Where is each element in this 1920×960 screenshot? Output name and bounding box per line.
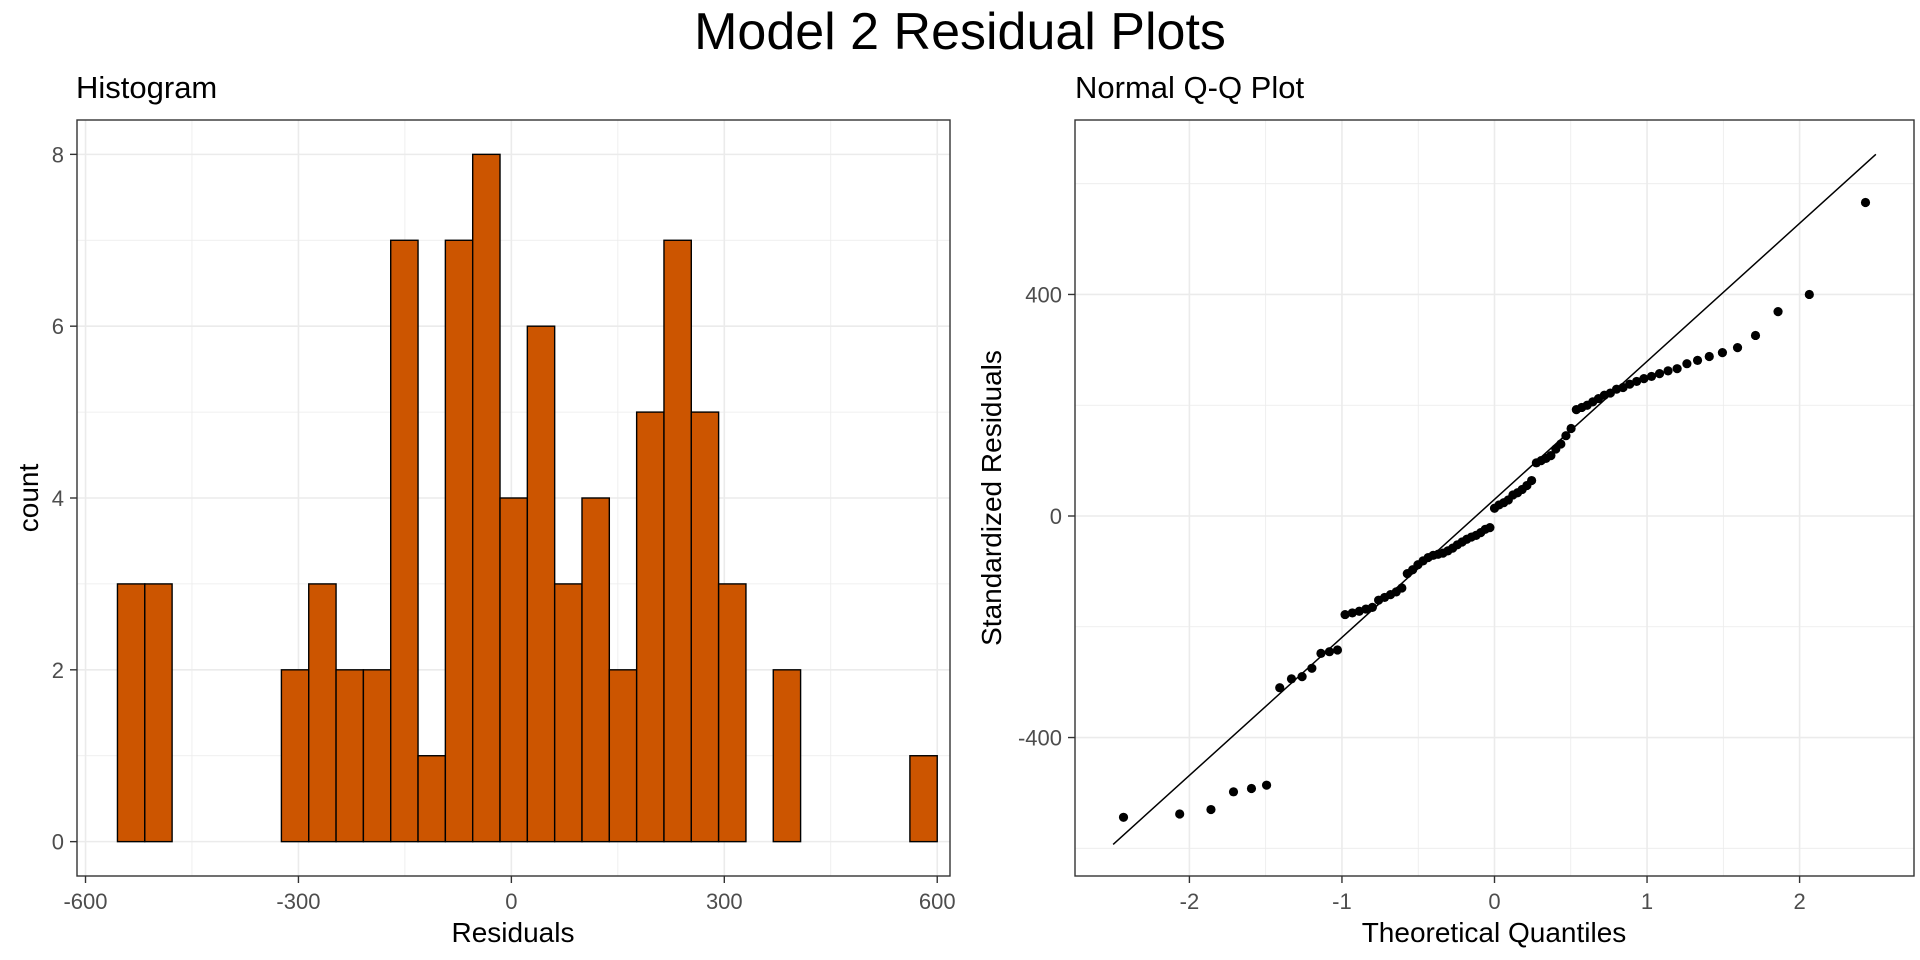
qq-point xyxy=(1340,609,1350,620)
qq-x-tick-label: 2 xyxy=(1793,889,1805,914)
hist-x-tick-label: -600 xyxy=(63,889,107,914)
histogram-x-axis-label: Residuals xyxy=(452,917,575,948)
qq-point xyxy=(1654,369,1665,379)
main-title: Model 2 Residual Plots xyxy=(694,3,1226,61)
qq-point xyxy=(1206,804,1216,815)
qq-point xyxy=(1316,648,1326,658)
histogram-bar xyxy=(362,669,392,843)
qq-point xyxy=(1527,475,1537,486)
qq-point xyxy=(1324,647,1335,657)
histogram-bar xyxy=(526,325,556,843)
qq-point xyxy=(1546,451,1556,461)
histogram-bar xyxy=(772,669,802,843)
histogram-bar xyxy=(417,755,447,843)
qq-point xyxy=(1175,809,1185,819)
qq-point xyxy=(1639,374,1649,384)
qq-x-tick-label: -2 xyxy=(1180,889,1200,914)
qq-x-tick-label: 0 xyxy=(1488,889,1500,914)
histogram-bar xyxy=(909,755,938,843)
hist-y-tick-label: 4 xyxy=(52,486,64,511)
qq-point xyxy=(1632,376,1642,387)
qq-point xyxy=(1704,351,1714,362)
qq-point xyxy=(1663,366,1673,376)
qq-point xyxy=(1860,197,1871,208)
histogram-y-axis-label: count xyxy=(13,464,44,533)
qq-axes: -2 -1 0 1 2 -400 0 400 xyxy=(1018,282,1806,914)
qq-point xyxy=(1246,783,1257,794)
qq-point xyxy=(1750,330,1761,341)
qq-point xyxy=(1297,672,1307,682)
hist-y-tick-label: 6 xyxy=(52,314,64,339)
histogram-bar xyxy=(116,583,146,843)
qq-point xyxy=(1566,423,1576,434)
histogram-bar xyxy=(471,153,501,843)
qq-point xyxy=(1347,608,1357,618)
histogram-bar xyxy=(499,497,529,843)
histogram-bar xyxy=(390,239,419,843)
histogram-bar xyxy=(144,583,173,843)
qq-point xyxy=(1692,355,1703,365)
histogram-axes: -600 -300 0 300 600 0 2 4 6 8 xyxy=(52,142,956,914)
qq-point xyxy=(1275,683,1285,693)
histogram-bar xyxy=(608,669,638,843)
qq-x-tick-label: 1 xyxy=(1641,889,1653,914)
qq-point xyxy=(1682,359,1692,369)
hist-x-tick-label: 600 xyxy=(919,889,956,914)
hist-y-tick-label: 0 xyxy=(52,830,64,855)
histogram-bar xyxy=(635,411,665,843)
qq-gridlines xyxy=(1075,120,1914,876)
qq-point xyxy=(1556,439,1566,449)
histogram-bars xyxy=(116,153,938,843)
qq-point xyxy=(1228,787,1239,797)
qq-point xyxy=(1773,307,1783,317)
hist-y-tick-label: 8 xyxy=(52,142,64,167)
histogram-bar xyxy=(690,411,720,843)
qq-point xyxy=(1672,364,1682,374)
qq-x-axis-label: Theoretical Quantiles xyxy=(1362,917,1627,948)
qq-point xyxy=(1286,674,1297,684)
qq-point xyxy=(1561,431,1571,441)
qq-point xyxy=(1261,780,1272,790)
qq-y-tick-label: 0 xyxy=(1050,504,1062,529)
qq-plot-title: Normal Q-Q Plot xyxy=(1075,70,1304,105)
qq-point xyxy=(1397,583,1407,593)
histogram-bar xyxy=(553,583,583,843)
qq-x-tick-label: -1 xyxy=(1332,889,1352,914)
histogram-title: Histogram xyxy=(76,70,217,105)
qq-reference-line xyxy=(1112,153,1877,845)
histogram-bar xyxy=(444,239,474,843)
qq-point xyxy=(1485,523,1495,533)
qq-y-tick-label: 400 xyxy=(1025,282,1062,307)
qq-point xyxy=(1367,602,1377,612)
hist-x-tick-label: 0 xyxy=(505,889,517,914)
hist-y-tick-label: 2 xyxy=(52,658,64,683)
qq-y-tick-label: -400 xyxy=(1018,726,1062,751)
histogram-bar xyxy=(717,583,747,843)
qq-reference-line-group xyxy=(1112,153,1877,845)
qq-point xyxy=(1732,343,1743,353)
hist-x-tick-label: -300 xyxy=(276,889,320,914)
qq-point xyxy=(1118,812,1129,822)
qq-y-axis-label: Standardized Residuals xyxy=(976,350,1007,646)
qq-point xyxy=(1717,348,1728,358)
histogram-bar xyxy=(581,497,611,843)
qq-point xyxy=(1625,379,1635,389)
qq-point xyxy=(1307,663,1317,673)
qq-point xyxy=(1646,371,1657,382)
qq-points xyxy=(1118,197,1871,822)
hist-x-tick-label: 300 xyxy=(706,889,743,914)
histogram-bar xyxy=(280,669,310,843)
histogram-bar xyxy=(335,669,365,843)
histogram-bar xyxy=(308,583,337,843)
qq-point xyxy=(1332,645,1343,655)
histogram-bar xyxy=(663,239,692,843)
qq-point xyxy=(1804,289,1814,300)
